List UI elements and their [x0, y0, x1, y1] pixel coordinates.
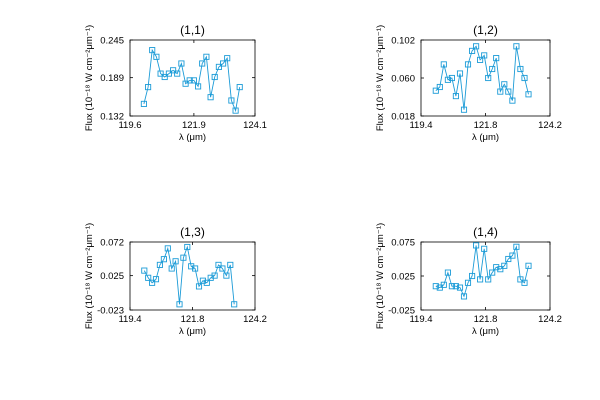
y-tick-label: 0.060: [391, 74, 415, 85]
panel-4: (1,4) 119.4 121.8 124.2 -0.025 0.025 0.075 λ (μ…: [375, 223, 562, 337]
y-tick-label: 0.025: [391, 272, 415, 283]
x-tick-label: 121.8: [181, 314, 205, 325]
y-tick-label: 0.072: [100, 238, 124, 249]
x-tick-label: 124.2: [538, 120, 562, 131]
y-axis-label: Flux (10⁻¹⁸ W cm⁻²μm⁻¹): [375, 25, 386, 131]
panel-2: (1,2) 119.4 121.8 124.2 0.018 0.060 0.102 λ (μm…: [375, 23, 562, 143]
x-tick-label: 121.8: [474, 120, 498, 131]
panel-title: (1,2): [473, 23, 498, 37]
y-tick-label: -0.025: [388, 306, 415, 317]
x-tick-label: 124.2: [538, 314, 562, 325]
y-tick-label: 0.189: [100, 73, 124, 84]
y-tick-label: -0.023: [97, 306, 124, 317]
x-axis-label: λ (μm): [179, 326, 206, 337]
panel-title: (1,1): [180, 23, 205, 37]
x-axis-label: λ (μm): [179, 132, 206, 143]
panel-title: (1,4): [473, 225, 498, 239]
plot-frame: [130, 242, 255, 310]
panel-title: (1,3): [180, 225, 205, 239]
y-tick-label: 0.018: [391, 112, 415, 123]
x-tick-label: 121.8: [474, 314, 498, 325]
x-tick-label: 121.9: [182, 120, 206, 131]
x-tick-label: 124.1: [243, 120, 267, 131]
x-axis-label: λ (μm): [472, 132, 499, 143]
y-tick-label: 0.025: [100, 271, 124, 282]
series-line: [144, 247, 234, 304]
x-tick-label: 124.2: [243, 314, 267, 325]
plot-frame: [421, 242, 550, 310]
y-tick-label: 0.245: [100, 36, 124, 47]
y-tick-label: 0.102: [391, 36, 415, 47]
panel-3: (1,3)119.4 121.8 124.2-0.0230.0250.072λ (μ…: [84, 223, 267, 337]
y-tick-label: 0.132: [100, 112, 124, 123]
x-axis-label: λ (μm): [472, 326, 499, 337]
y-axis-label: Flux (10⁻¹⁸ W cm⁻²μm⁻¹): [84, 25, 95, 131]
panel-1: (1,1) 119.6 121.9 124.1 0.132 0.189 0.245 λ (μm…: [84, 23, 267, 143]
data-point: [142, 268, 147, 273]
y-axis-label: Flux (10⁻¹⁸ W cm⁻²μm⁻¹): [375, 223, 386, 329]
y-tick-label: 0.075: [391, 238, 415, 249]
y-axis-label: Flux (10⁻¹⁸ W cm⁻²μm⁻¹): [84, 223, 95, 329]
